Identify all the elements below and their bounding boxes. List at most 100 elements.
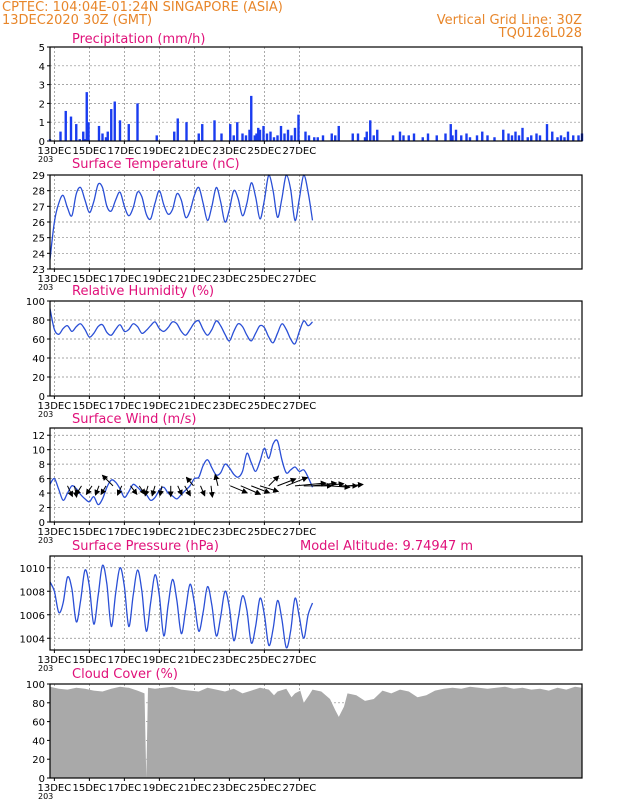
precip-bar	[363, 137, 367, 141]
wind-arrow	[150, 485, 157, 497]
temp-ytick-label: 28	[32, 187, 45, 198]
precip-xtick-label: 13DEC	[38, 146, 72, 157]
precip-bar	[241, 133, 244, 141]
pres-ytick-label: 1004	[20, 634, 45, 645]
pres-xtick-label: 21DEC	[178, 655, 212, 666]
wind-xtick-label: 25DEC	[248, 527, 282, 538]
temp-xtick-label: 21DEC	[178, 274, 212, 285]
precip-bar	[258, 129, 262, 141]
wind-arrow	[321, 481, 345, 488]
cloud-ytick-label: 0	[39, 774, 45, 785]
temp-ytick-label: 25	[32, 234, 45, 245]
rh-xtick-label: 13DEC	[38, 401, 72, 412]
pres-panel	[47, 555, 583, 653]
cloud-cover-area	[50, 686, 582, 778]
cloud-x-overflow-label: 203	[38, 792, 53, 800]
precip-bar	[545, 124, 549, 141]
wind-xtick-label: 23DEC	[213, 527, 247, 538]
wind-arrow	[277, 477, 297, 487]
precip-bar	[304, 131, 307, 141]
rh-ytick-label: 20	[32, 373, 45, 384]
precip-bar	[104, 137, 108, 141]
precip-bar	[173, 131, 176, 141]
cloud-panel	[47, 683, 583, 781]
rh-xtick-label: 15DEC	[73, 401, 107, 412]
precip-bar	[69, 116, 73, 141]
cloud-ytick-label: 20	[32, 755, 45, 766]
wind-arrow	[208, 485, 215, 499]
precip-bar	[78, 139, 81, 141]
cloud-ytick-label: 100	[26, 680, 45, 691]
precip-bar	[118, 120, 122, 141]
temp-xtick-label: 15DEC	[73, 274, 107, 285]
temp-ytick-label: 26	[32, 218, 45, 229]
wind-arrow	[286, 476, 309, 487]
precip-bar	[454, 129, 458, 141]
temp-xtick-label: 19DEC	[143, 274, 177, 285]
temp-ytick-label: 29	[32, 171, 45, 182]
wind-ytick-label: 4	[39, 489, 45, 500]
wind-ytick-label: 12	[32, 431, 45, 442]
wind-title: Surface Wind (m/s)	[72, 412, 196, 427]
precip-ytick-label: 5	[39, 43, 45, 54]
wind-xtick-label: 19DEC	[143, 527, 177, 538]
precip-bar	[356, 133, 360, 141]
pres-xtick-label: 23DEC	[213, 655, 247, 666]
precip-bar	[465, 133, 468, 141]
precip-bar	[97, 125, 101, 141]
precip-ytick-label: 4	[39, 62, 45, 73]
cloud-xtick-label: 19DEC	[143, 783, 177, 794]
precip-bar	[279, 125, 283, 141]
precip-bar	[286, 129, 290, 141]
wind-arrow	[100, 485, 107, 496]
precip-ytick-label: 2	[39, 99, 45, 110]
precip-bar	[244, 135, 248, 141]
precip-ytick-label: 3	[39, 81, 45, 92]
precip-bar	[283, 133, 286, 141]
wind-x-overflow-label: 203	[38, 536, 53, 545]
wind-xtick-label: 27DEC	[283, 527, 317, 538]
wind-arrow	[268, 475, 280, 487]
precip-xtick-label: 19DEC	[143, 146, 177, 157]
temp-xtick-label: 13DEC	[38, 274, 72, 285]
precip-bar	[391, 135, 395, 141]
header-right-line2: TQ0126L028	[498, 26, 582, 41]
precip-ytick-label: 0	[39, 137, 45, 148]
precip-bar	[248, 129, 251, 141]
precip-bar	[517, 135, 521, 141]
temp-ytick-label: 27	[32, 202, 45, 213]
temp-xtick-label: 23DEC	[213, 274, 247, 285]
pres-ytick-label: 1008	[20, 587, 45, 598]
precip-frame	[49, 46, 583, 142]
precip-bar	[85, 92, 88, 141]
cloud-title: Cloud Cover (%)	[72, 667, 178, 682]
precip-bar	[64, 110, 67, 141]
precip-bar	[535, 133, 538, 141]
precip-xtick-label: 25DEC	[248, 146, 282, 157]
wind-arrow	[143, 485, 150, 497]
rh-xtick-label: 19DEC	[143, 401, 177, 412]
temp-ytick-label: 23	[32, 265, 45, 276]
precip-bar	[530, 135, 533, 141]
temp-xtick-label: 27DEC	[283, 274, 317, 285]
precip-bar	[551, 131, 554, 141]
precip-bar	[330, 133, 333, 141]
wind-arrow	[158, 485, 164, 497]
precip-bar	[398, 131, 402, 141]
precip-bar	[460, 135, 463, 141]
precip-bar	[293, 127, 297, 141]
precip-xtick-label: 27DEC	[283, 146, 317, 157]
precip-bar	[176, 118, 179, 141]
pres-x-overflow-label: 203	[38, 664, 53, 673]
wind-arrow	[101, 474, 114, 487]
pres-xtick-label: 27DEC	[283, 655, 317, 666]
wind-arrow	[230, 485, 248, 494]
rh-title: Relative Humidity (%)	[72, 284, 214, 299]
precip-bar	[83, 139, 87, 141]
precip-bar	[113, 101, 116, 141]
precip-bar	[110, 109, 113, 141]
precip-x-overflow-label: 203	[38, 155, 53, 164]
wind-arrow	[185, 476, 194, 487]
precip-bar	[59, 131, 62, 141]
